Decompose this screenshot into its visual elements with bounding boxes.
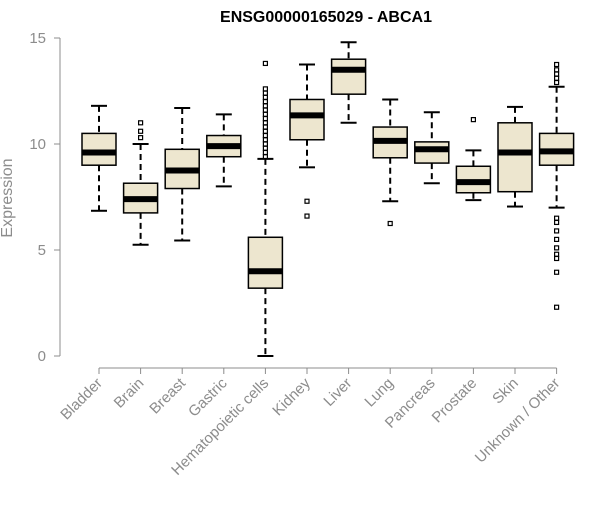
outlier-point [262,137,268,143]
outlier-point [553,61,560,68]
box-liver [330,41,367,124]
chart-title: ENSG00000165029 - ABCA1 [220,9,432,26]
outlier-point [304,198,310,204]
box-brain [122,120,159,246]
outlier-point [553,304,560,310]
outlier-point [553,215,560,221]
outlier-point [262,128,268,134]
outlier-point [262,107,268,113]
outlier-point [553,219,560,226]
outlier-point [553,269,560,275]
outlier-point [262,103,268,109]
x-tick-label: Lung [361,375,397,411]
box-prostate [455,117,492,202]
box-breast [164,106,200,242]
outlier-point [262,60,268,67]
y-tick-label: 10 [29,136,46,153]
outlier-point [262,111,268,117]
y-tick-label: 5 [38,242,46,259]
box-bladder [81,104,117,212]
outlier-point [553,71,560,77]
box-lung [372,98,408,227]
box-iqr [330,58,367,95]
outlier-point [262,149,268,156]
x-tick-label: Liver [320,375,355,410]
outlier-point [553,75,560,81]
y-axis-label: Expression [0,158,16,237]
box-gastric [206,113,242,188]
outlier-point [262,86,268,92]
x-tick-label: Breast [146,374,189,417]
outlier-point [262,132,268,139]
outlier-point [553,236,560,242]
x-tick-label: Prostate [429,375,481,427]
outlier-point [138,120,144,126]
box-skin [497,105,533,208]
box-iqr [497,122,533,193]
box-series [81,41,575,357]
x-tick-label: Kidney [269,374,314,419]
box-iqr [81,132,117,166]
outlier-point [138,128,144,134]
box-hematopoietic-cells [247,60,284,357]
outlier-point [262,120,268,126]
box-iqr [247,236,284,289]
y-tick-label: 15 [29,30,46,47]
outlier-point [553,251,560,257]
outlier-point [262,141,268,147]
outlier-point [470,117,476,123]
outlier-point [387,220,393,227]
outlier-point [553,79,560,86]
outlier-point [553,255,560,262]
y-tick-label: 0 [38,348,46,365]
box-kidney [289,63,325,219]
outlier-point [262,124,268,130]
box-unknown-other [538,61,575,310]
box-pancreas [414,111,450,185]
x-tick-label: Bladder [57,375,106,424]
outlier-point [553,67,560,73]
x-tick-label: Brain [111,375,148,412]
outlier-point [553,228,560,234]
outlier-point [138,135,144,141]
outlier-point [262,94,268,100]
box-iqr [289,98,325,141]
box-iqr [414,141,450,164]
outlier-point [262,98,268,105]
outlier-point [262,115,268,122]
outlier-point [262,145,268,151]
x-tick-label: Skin [489,375,522,408]
outlier-point [553,245,560,251]
outlier-point [262,90,268,96]
y-axis: 0 5 10 15 [29,30,61,365]
outlier-point [304,213,310,219]
